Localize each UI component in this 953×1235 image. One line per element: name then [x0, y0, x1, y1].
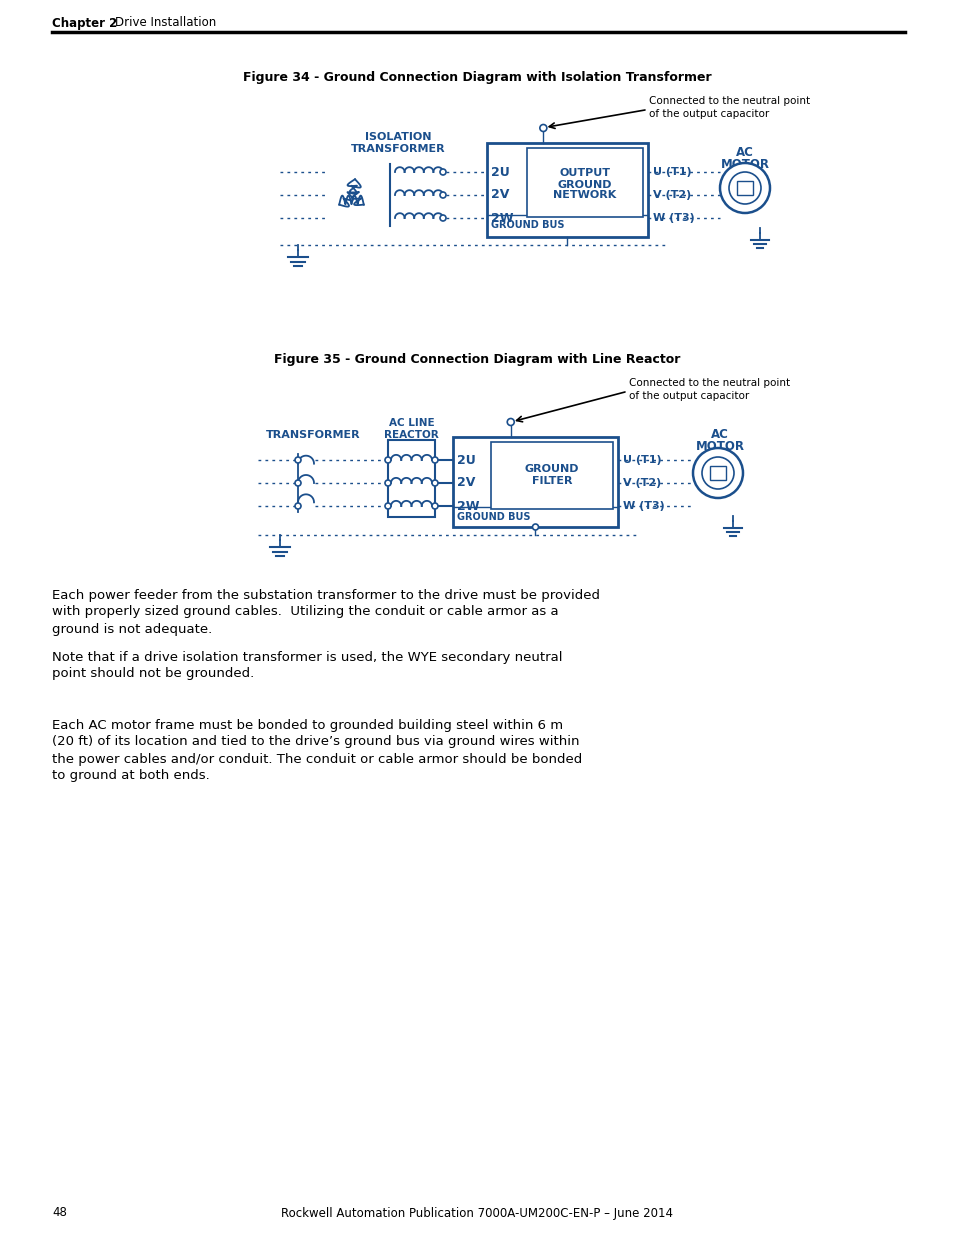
- Circle shape: [692, 448, 742, 498]
- Text: MOTOR: MOTOR: [720, 158, 769, 170]
- Bar: [491, 442, 613, 509]
- Circle shape: [532, 524, 537, 530]
- Bar: [737, 182, 752, 195]
- Text: OUTPUT: OUTPUT: [558, 168, 610, 179]
- Circle shape: [728, 172, 760, 204]
- Circle shape: [385, 480, 391, 487]
- Text: AC: AC: [710, 429, 728, 441]
- Text: TRANSFORMER: TRANSFORMER: [351, 144, 445, 154]
- Text: V (T2): V (T2): [652, 190, 691, 200]
- Circle shape: [439, 215, 446, 221]
- Text: 48: 48: [52, 1207, 67, 1219]
- Bar: [453, 437, 618, 527]
- Text: TRANSFORMER: TRANSFORMER: [265, 430, 360, 440]
- Circle shape: [294, 503, 301, 509]
- Circle shape: [439, 191, 446, 198]
- Text: 2V: 2V: [456, 477, 475, 489]
- Text: AC: AC: [736, 146, 753, 158]
- Text: MOTOR: MOTOR: [695, 441, 743, 453]
- Bar: [486, 143, 647, 237]
- Circle shape: [507, 419, 514, 426]
- Text: (20 ft) of its location and tied to the drive’s ground bus via ground wires with: (20 ft) of its location and tied to the …: [52, 736, 578, 748]
- Circle shape: [432, 480, 437, 487]
- Text: of the output capacitor: of the output capacitor: [648, 109, 768, 119]
- Text: of the output capacitor: of the output capacitor: [628, 391, 748, 401]
- Text: point should not be grounded.: point should not be grounded.: [52, 667, 254, 680]
- Text: ground is not adequate.: ground is not adequate.: [52, 622, 212, 636]
- Text: U (T1): U (T1): [652, 167, 691, 177]
- Text: FILTER: FILTER: [531, 477, 572, 487]
- Bar: [526, 148, 642, 217]
- Text: with properly sized ground cables.  Utilizing the conduit or cable armor as a: with properly sized ground cables. Utili…: [52, 605, 558, 619]
- Text: Figure 34 - Ground Connection Diagram with Isolation Transformer: Figure 34 - Ground Connection Diagram wi…: [242, 70, 711, 84]
- Text: Rockwell Automation Publication 7000A-UM200C-EN-P – June 2014: Rockwell Automation Publication 7000A-UM…: [281, 1207, 672, 1219]
- Circle shape: [294, 480, 301, 487]
- Text: Drive Installation: Drive Installation: [115, 16, 216, 30]
- Text: 2W: 2W: [491, 211, 513, 225]
- Bar: [709, 466, 725, 480]
- Text: 2U: 2U: [456, 453, 476, 467]
- Text: REACTOR: REACTOR: [384, 430, 438, 440]
- Text: AC LINE: AC LINE: [388, 417, 434, 429]
- Text: V (T2): V (T2): [622, 478, 660, 488]
- Circle shape: [439, 169, 446, 175]
- Circle shape: [539, 125, 546, 131]
- Bar: [388, 440, 435, 517]
- Text: GROUND BUS: GROUND BUS: [491, 220, 564, 230]
- Text: Figure 35 - Ground Connection Diagram with Line Reactor: Figure 35 - Ground Connection Diagram wi…: [274, 353, 679, 367]
- Text: W (T3): W (T3): [652, 212, 694, 224]
- Text: the power cables and/or conduit. The conduit or cable armor should be bonded: the power cables and/or conduit. The con…: [52, 752, 581, 766]
- Text: GROUND: GROUND: [524, 463, 578, 473]
- Circle shape: [294, 457, 301, 463]
- Circle shape: [432, 457, 437, 463]
- Text: Connected to the neutral point: Connected to the neutral point: [628, 378, 789, 388]
- Text: W (T3): W (T3): [622, 501, 664, 511]
- Circle shape: [701, 457, 733, 489]
- Text: Chapter 2: Chapter 2: [52, 16, 117, 30]
- Text: 2W: 2W: [456, 499, 479, 513]
- Text: 2V: 2V: [491, 189, 509, 201]
- Circle shape: [432, 503, 437, 509]
- Text: GROUND: GROUND: [558, 179, 612, 189]
- Text: 2U: 2U: [491, 165, 509, 179]
- Text: ISOLATION: ISOLATION: [364, 132, 431, 142]
- Text: GROUND BUS: GROUND BUS: [456, 513, 530, 522]
- Text: Note that if a drive isolation transformer is used, the WYE secondary neutral: Note that if a drive isolation transform…: [52, 651, 562, 663]
- Text: Each power feeder from the substation transformer to the drive must be provided: Each power feeder from the substation tr…: [52, 589, 599, 601]
- Text: Each AC motor frame must be bonded to grounded building steel within 6 m: Each AC motor frame must be bonded to gr…: [52, 719, 562, 731]
- Text: NETWORK: NETWORK: [553, 190, 616, 200]
- Circle shape: [385, 457, 391, 463]
- Text: to ground at both ends.: to ground at both ends.: [52, 769, 210, 783]
- Circle shape: [720, 163, 769, 212]
- Circle shape: [385, 503, 391, 509]
- Text: Connected to the neutral point: Connected to the neutral point: [648, 96, 809, 106]
- Text: U (T1): U (T1): [622, 454, 661, 466]
